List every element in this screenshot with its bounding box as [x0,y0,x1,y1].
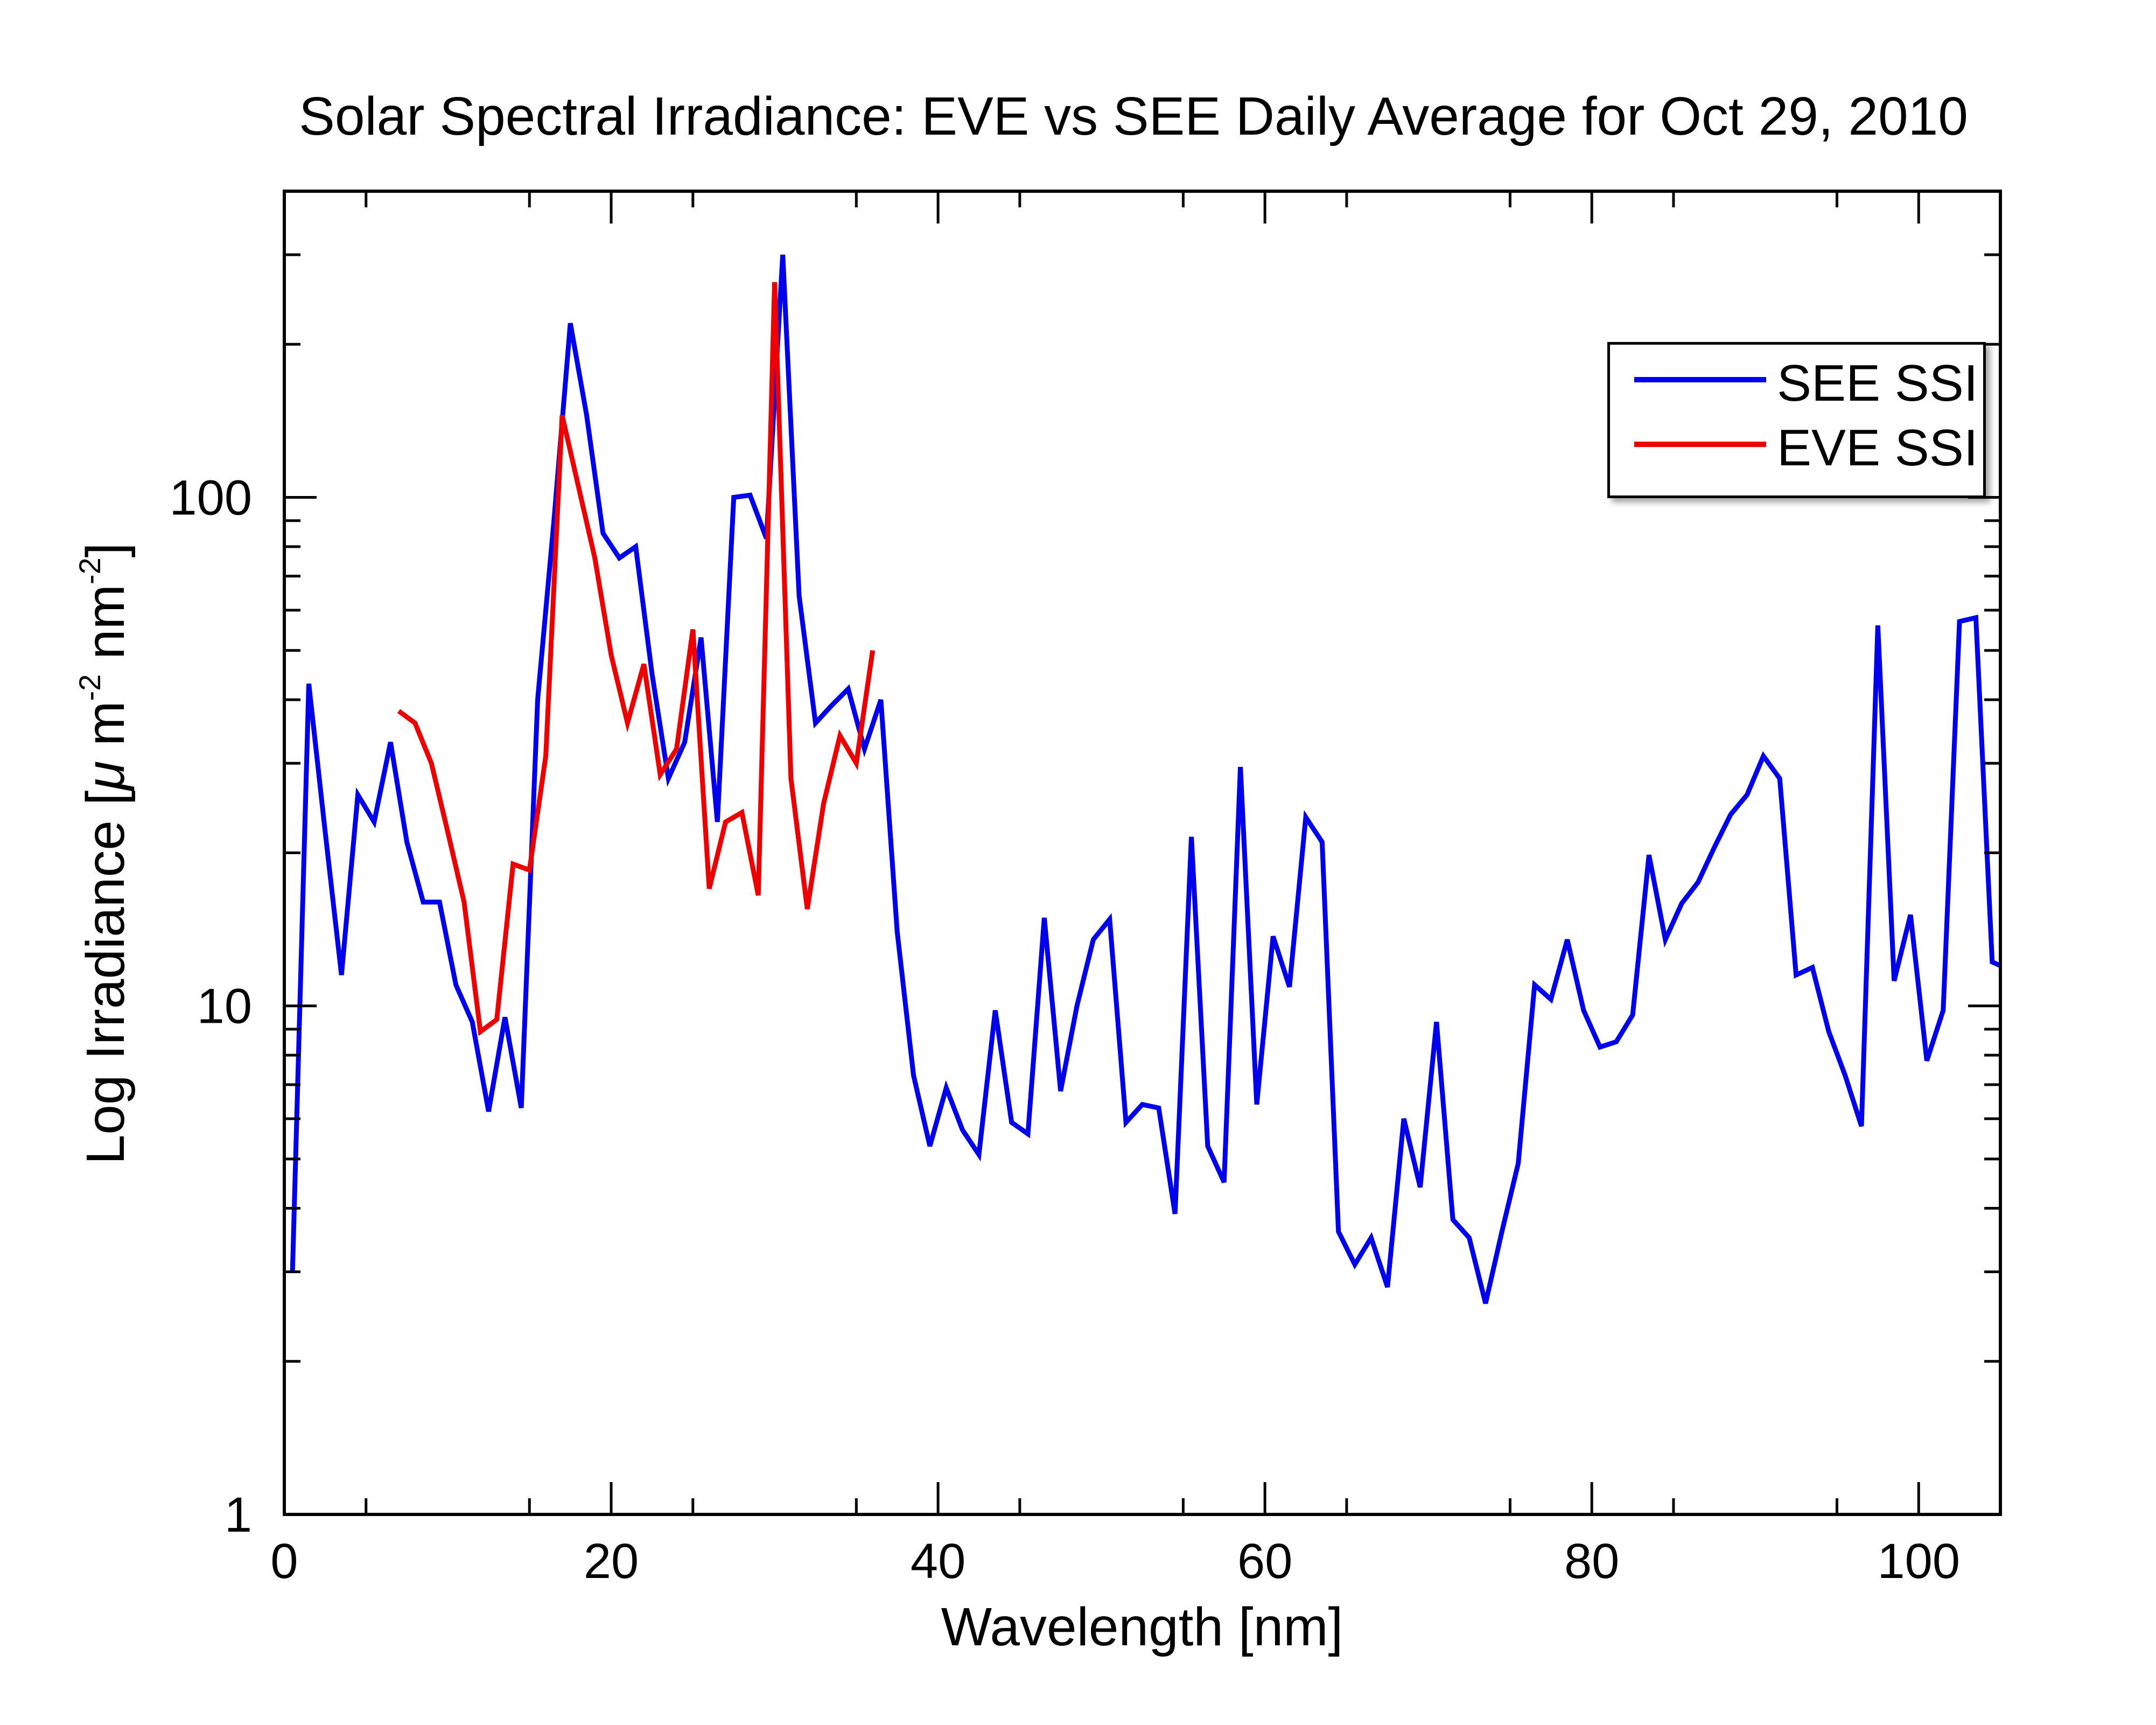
legend-swatch-see [1634,377,1766,382]
legend: SEE SSI EVE SSI [1607,342,1986,498]
legend-item-eve: EVE SSI [1610,415,1983,474]
y-label-sup-1: -2 [73,674,107,701]
x-tick-label: 80 [1564,1534,1619,1589]
y-label-text-1: Log Irradiance [ [75,791,136,1165]
legend-item-see: SEE SSI [1610,350,1983,409]
y-label-mu: μ [75,761,136,792]
x-axis-label: Wavelength [nm] [941,1597,1343,1657]
x-tick-label: 100 [1877,1534,1960,1589]
y-tick-label: 10 [197,979,252,1034]
x-tick-label: 60 [1237,1534,1292,1589]
legend-swatch-eve [1634,442,1766,447]
x-tick-label: 40 [911,1534,965,1589]
x-tick-label: 20 [584,1534,639,1589]
y-tick-label: 1 [225,1487,252,1542]
series-layer [290,254,2000,1304]
ticks-layer: 0 20 40 60 80 100 1 10 100 [170,190,2000,1589]
x-tick-label: 0 [270,1534,298,1589]
chart-title: Solar Spectral Irradiance: EVE vs SEE Da… [299,86,1968,146]
y-label-sup-2: -2 [73,557,107,584]
y-label-text-4: ] [75,543,136,558]
y-label-text-2: m [75,701,136,761]
y-axis-label: Log Irradiance [μ m-2 nm-2] [73,543,136,1165]
y-tick-label: 100 [170,470,253,525]
legend-label-eve: EVE SSI [1777,419,1978,477]
legend-label-see: SEE SSI [1777,354,1978,412]
series-line-eve-ssi [397,282,876,1036]
series-line-see-ssi [290,254,2000,1304]
y-label-text-3: nm [75,584,136,674]
